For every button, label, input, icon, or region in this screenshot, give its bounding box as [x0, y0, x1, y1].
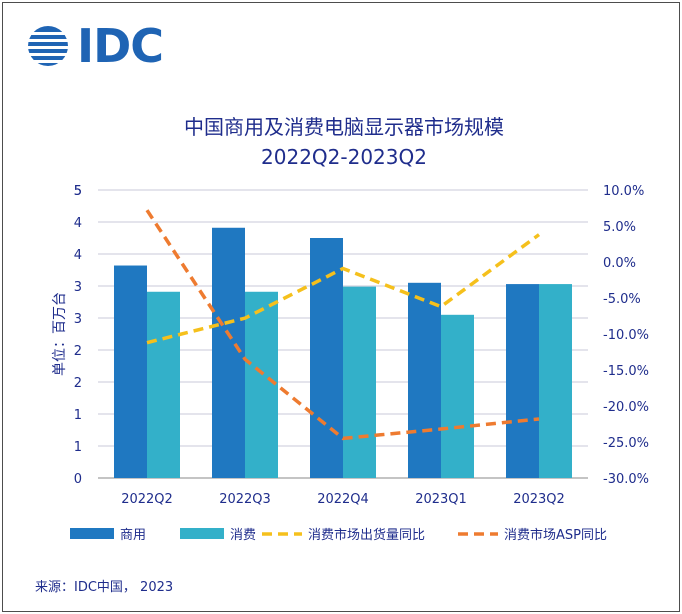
bar-commercial	[506, 284, 539, 478]
line-consumer-shipment-yoy	[146, 233, 541, 345]
bar-consumer	[245, 291, 278, 478]
y2-tick-label: -10.0%	[603, 328, 649, 343]
source-note: 来源：IDC中国， 2023	[35, 580, 174, 595]
y-tick-label: 5	[74, 184, 82, 199]
legend-commercial-swatch	[70, 528, 114, 539]
y-tick-label: 4	[74, 248, 82, 263]
legend-shipment-yoy-label: 消费市场出货量同比	[308, 527, 425, 543]
x-tick-label: 2023Q2	[513, 492, 565, 507]
y-tick-label: 2	[74, 376, 82, 391]
y2-tick-label: -30.0%	[603, 472, 649, 487]
y2-tick-label: 5.0%	[603, 220, 636, 235]
logo-text: IDC	[77, 19, 164, 73]
bar-consumer	[441, 314, 474, 478]
legend-asp-yoy-label: 消费市场ASP同比	[504, 527, 607, 543]
y-tick-label: 2	[74, 344, 82, 359]
y-tick-label: 1	[74, 408, 82, 423]
y-tick-label: 4	[74, 216, 82, 231]
bar-consumer	[147, 291, 180, 478]
bar-consumer	[343, 286, 376, 478]
bar-commercial	[408, 282, 441, 478]
bar-commercial	[310, 238, 343, 478]
line-consumer-asp-yoy	[145, 209, 540, 441]
bar-commercial	[114, 265, 147, 478]
chart-title: 中国商用及消费电脑显示器市场规模	[184, 115, 504, 139]
x-tick-label: 2023Q1	[415, 492, 467, 507]
legend-consumer-swatch	[180, 528, 224, 539]
x-tick-label: 2022Q4	[317, 492, 369, 507]
y-tick-label: 1	[74, 440, 82, 455]
idc-logo: IDC	[27, 19, 164, 73]
y-tick-label: 0	[74, 472, 82, 487]
y2-tick-label: -25.0%	[603, 436, 649, 451]
x-tick-label: 2022Q2	[121, 492, 173, 507]
bar-commercial	[212, 227, 245, 478]
y-tick-label: 3	[74, 280, 82, 295]
y2-tick-label: -15.0%	[603, 364, 649, 379]
y2-tick-label: 0.0%	[603, 256, 636, 271]
y-tick-label: 3	[74, 312, 82, 327]
y-axis-label: 单位：百万台	[52, 292, 68, 376]
y-tick-label: 5	[74, 184, 82, 199]
x-tick-label: 2022Q3	[219, 492, 271, 507]
globe-icon	[27, 26, 69, 66]
legend-commercial-label: 商用	[120, 528, 146, 543]
y2-tick-label: 10.0%	[603, 184, 644, 199]
bar-consumer	[539, 284, 572, 478]
y2-tick-label: -5.0%	[603, 292, 641, 307]
chart-subtitle: 2022Q2-2023Q2	[261, 145, 427, 169]
y2-tick-label: -20.0%	[603, 400, 649, 415]
legend-consumer-label: 消费	[230, 528, 256, 543]
